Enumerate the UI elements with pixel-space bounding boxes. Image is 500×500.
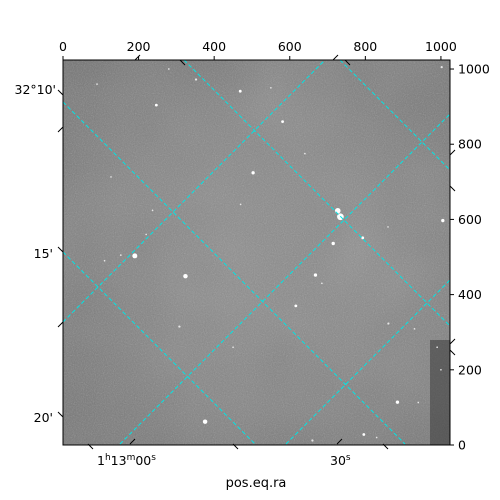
star bbox=[167, 68, 170, 70]
star bbox=[313, 273, 318, 277]
star bbox=[311, 439, 314, 442]
dec-tick-label: 20' bbox=[34, 410, 53, 425]
ra-tick-label: 1h13m00s bbox=[97, 453, 156, 468]
star bbox=[154, 103, 158, 107]
y-tick-label: 400 bbox=[458, 287, 482, 302]
star bbox=[304, 152, 306, 155]
star bbox=[321, 282, 323, 285]
dec-axis-ticks bbox=[57, 89, 456, 418]
star bbox=[178, 325, 181, 328]
x-tick-label: 1000 bbox=[425, 39, 457, 54]
dec-tick-mark-right bbox=[449, 149, 456, 156]
dec-tick-mark bbox=[57, 411, 64, 418]
star bbox=[132, 253, 138, 259]
pixel-y-axis: 0 200 400 600 800 1000 bbox=[450, 62, 490, 453]
star bbox=[441, 218, 445, 223]
star bbox=[395, 400, 400, 404]
ra-tick-mark-top bbox=[179, 59, 186, 66]
star-field bbox=[96, 66, 445, 442]
star bbox=[232, 346, 234, 349]
ra-tick-label: 30s bbox=[330, 453, 351, 468]
grid-line-dec bbox=[63, 60, 326, 323]
star bbox=[387, 322, 390, 325]
x-tick-label: 600 bbox=[278, 39, 302, 54]
star bbox=[440, 368, 442, 371]
y-tick-label: 600 bbox=[458, 212, 482, 227]
ra-tick-mark bbox=[232, 443, 239, 450]
x-tick-label: 800 bbox=[353, 39, 377, 54]
star bbox=[334, 207, 341, 214]
star bbox=[119, 254, 122, 256]
star bbox=[183, 273, 188, 279]
y-tick-label: 0 bbox=[458, 438, 466, 453]
star bbox=[375, 436, 378, 439]
star bbox=[151, 209, 154, 212]
star bbox=[362, 433, 366, 436]
y-tick-label: 200 bbox=[458, 362, 482, 377]
star bbox=[96, 83, 98, 85]
dec-tick-mark bbox=[57, 126, 64, 133]
star bbox=[110, 176, 112, 178]
ra-tick-mark bbox=[129, 438, 136, 445]
star bbox=[202, 419, 208, 424]
x-axis-label: pos.eq.ra bbox=[226, 476, 287, 491]
ra-tick-mark bbox=[382, 443, 389, 450]
dark-corner bbox=[430, 340, 450, 445]
grid-line-ra bbox=[63, 101, 406, 445]
y-tick-label: 800 bbox=[458, 137, 482, 152]
plot-frame bbox=[62, 59, 451, 446]
star bbox=[387, 226, 389, 228]
grid-line-ra bbox=[183, 60, 450, 327]
star bbox=[239, 203, 242, 206]
x-tick-label: 200 bbox=[127, 39, 151, 54]
star bbox=[194, 78, 198, 81]
ra-tick-mark-top bbox=[332, 54, 339, 61]
ra-tick-mark-top bbox=[134, 54, 141, 61]
coordinate-grid bbox=[63, 60, 450, 445]
ra-tick-mark bbox=[87, 443, 94, 450]
star bbox=[331, 241, 335, 246]
ra-axis-ticks bbox=[87, 54, 389, 450]
ra-tick-mark-top bbox=[344, 59, 351, 66]
star bbox=[103, 259, 106, 262]
dec-tick-label: 32°10' bbox=[15, 82, 57, 97]
y-tick-label: 1000 bbox=[458, 62, 490, 77]
star bbox=[440, 66, 443, 69]
dec-tick-mark bbox=[57, 89, 64, 96]
star bbox=[145, 233, 147, 236]
dec-tick-mark bbox=[57, 321, 64, 328]
dec-tick-mark-right bbox=[449, 338, 456, 345]
image-panel bbox=[63, 60, 450, 445]
star bbox=[417, 401, 420, 404]
dec-tick-mark-right bbox=[449, 185, 456, 192]
dec-tick-mark bbox=[57, 246, 64, 253]
star bbox=[361, 236, 365, 240]
star bbox=[281, 120, 284, 124]
x-tick-label: 400 bbox=[202, 39, 226, 54]
star bbox=[270, 86, 272, 89]
star bbox=[436, 346, 438, 349]
star bbox=[251, 171, 255, 175]
dec-tick-mark-right bbox=[449, 349, 456, 356]
star bbox=[294, 304, 298, 308]
dec-tick-label: 15' bbox=[34, 246, 53, 261]
star bbox=[413, 327, 416, 330]
pixel-x-axis: 0 200 400 600 800 1000 bbox=[59, 39, 457, 60]
sky-noise bbox=[63, 60, 450, 445]
ra-tick-mark bbox=[336, 438, 343, 445]
star bbox=[238, 89, 242, 93]
x-tick-label: 0 bbox=[59, 39, 67, 54]
